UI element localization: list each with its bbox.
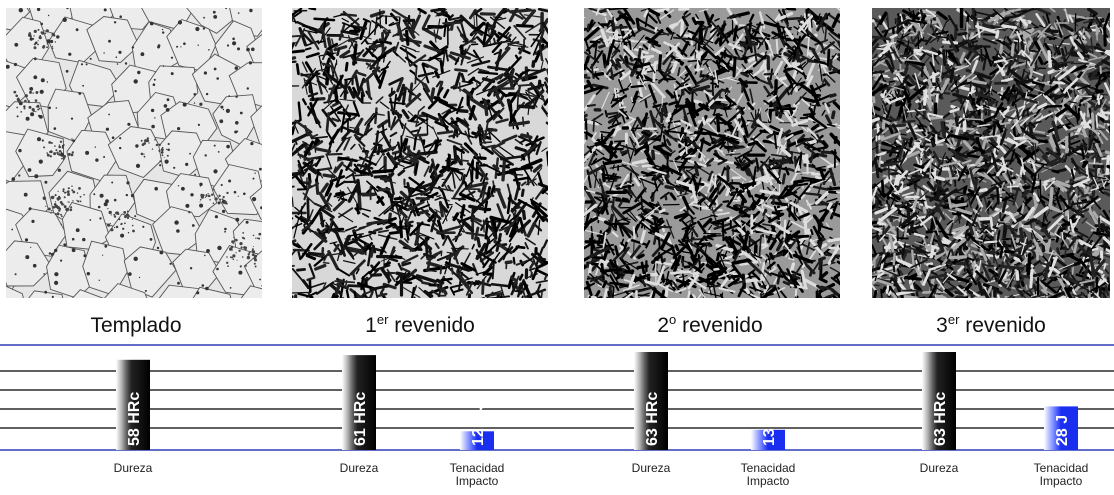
micrograph-first-temper [292,8,548,298]
tenacidad-bar [751,429,785,450]
tenacidad-bar [1044,406,1078,450]
tenacidad-bar-value-label: 13 J [761,415,778,446]
impacto-axis-label: Impacto [456,474,499,488]
dureza-axis-label: Dureza [114,461,153,475]
impacto-axis-label: Impacto [747,474,790,488]
tenacidad-axis-label: Tenacidad [1034,461,1089,475]
tenacidad-bar-value-label: 12,7 J [470,402,487,446]
caption-second-temper: 2o revenido [657,312,763,337]
dureza-axis-label: Dureza [340,461,379,475]
dureza-bar-value-label: 61 HRc [352,392,369,446]
dureza-bar [342,355,376,450]
micrograph-templado [6,8,262,298]
tenacidad-bar-value-label: 28 J [1054,415,1071,446]
micrograph-second-temper [584,8,840,298]
tenacidad-axis-label: Tenacidad [450,461,505,475]
dureza-bar [922,352,956,450]
caption-templado: Templado [90,314,182,337]
caption-first-temper: 1er revenido [365,312,475,337]
caption-third-temper: 3er revenido [936,312,1046,337]
property-bar-chart: 58 HRc 61 HRc 63 HRc 63 HRc 12,7 J 13 J 28 J Du… [0,342,1114,495]
dureza-axis-label: Dureza [632,461,671,475]
tenacidad-bar [460,431,494,450]
property-bar-chart-svg: 58 HRc 61 HRc 63 HRc 63 HRc 12,7 J 13 J 28 J Du… [0,344,1114,488]
dureza-bar-value-label: 63 HRc [932,392,949,446]
dureza-bar-value-label: 58 HRc [126,392,143,446]
dureza-bar-value-label: 63 HRc [644,392,661,446]
dureza-axis-label: Dureza [920,461,959,475]
tenacidad-axis-label: Tenacidad [741,461,796,475]
micrograph-third-temper [872,8,1110,298]
dureza-bar [116,359,150,450]
dureza-bar [634,352,668,450]
impacto-axis-label: Impacto [1040,474,1083,488]
